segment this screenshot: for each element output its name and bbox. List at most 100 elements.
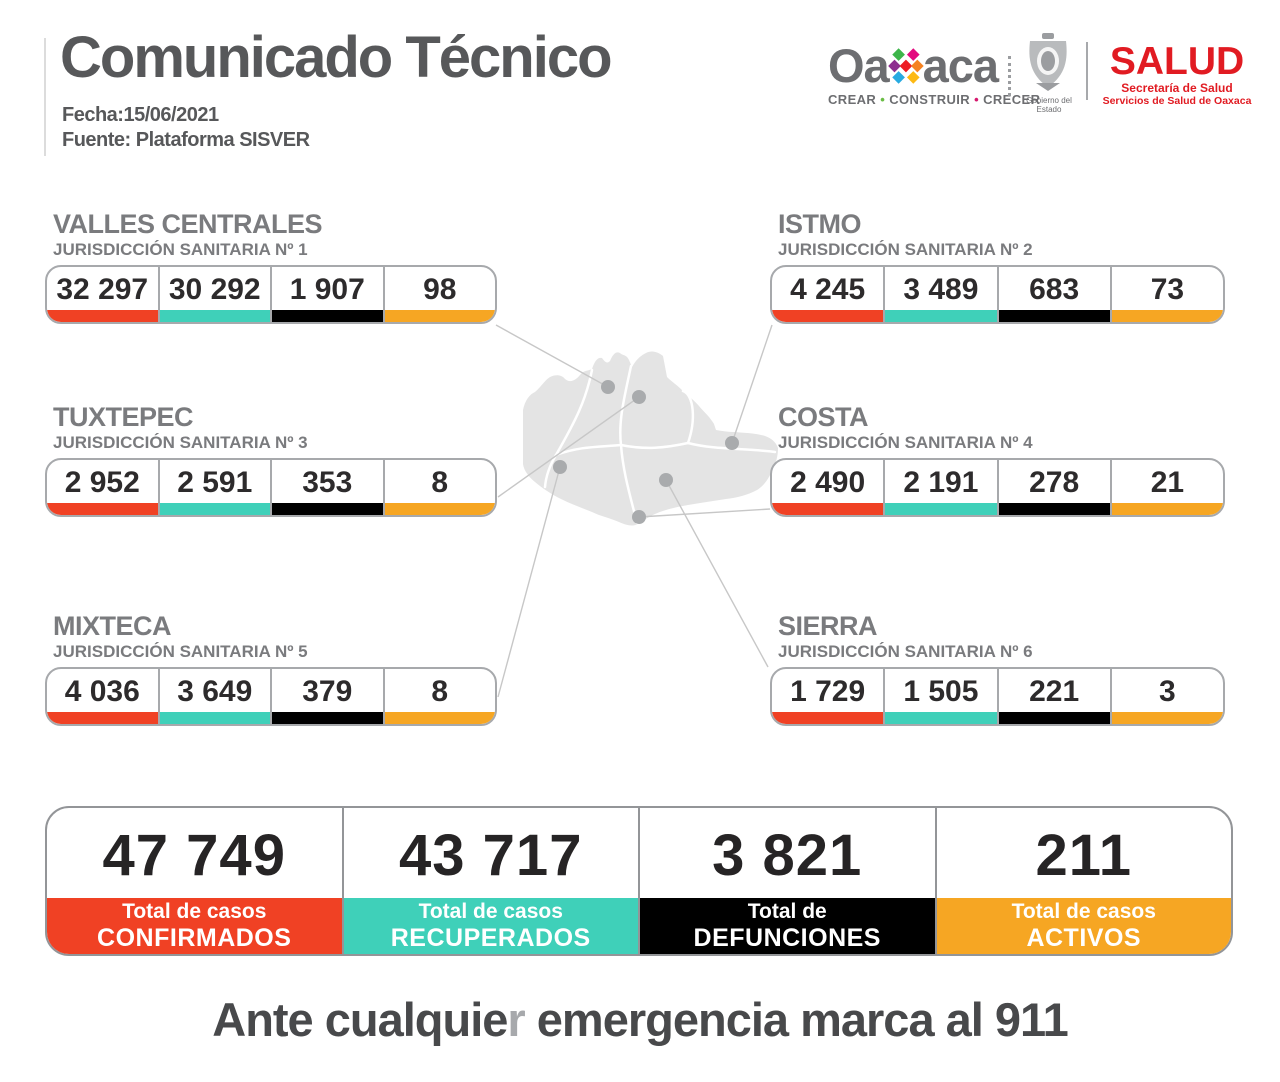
oaxaca-state-silhouette <box>523 351 778 526</box>
active-count: 8 <box>431 675 449 708</box>
recovered-count: 2 591 <box>177 466 253 499</box>
region-jurisdiction: JURISDICCIÓN SANITARIA Nº 6 <box>778 642 1033 661</box>
label-line1: Total de <box>747 900 827 923</box>
total-recovered-label: Total de casos RECUPERADOS <box>343 898 638 954</box>
active-count: 73 <box>1150 273 1185 306</box>
region-name: VALLES CENTRALES <box>53 209 323 239</box>
tagline-dot-green: • <box>880 92 886 107</box>
tagline-word: CRECER <box>983 92 1041 107</box>
deaths-cell: 379 <box>270 669 383 724</box>
region-tuxtepec: TUXTEPEC JURISDICCIÓN SANITARIA Nº 3 2 9… <box>45 403 497 517</box>
tagline-word: CREAR <box>828 92 877 107</box>
confirmed-count: 2 490 <box>790 466 866 499</box>
oaxaca-wordmark: Oa aca <box>828 39 999 92</box>
active-cell: 21 <box>1109 460 1223 515</box>
recovered-cell: 3 489 <box>883 267 997 322</box>
label-line2: CONFIRMADOS <box>97 924 292 952</box>
region-istmo: ISTMO JURISDICCIÓN SANITARIA Nº 2 4 245 … <box>770 210 1225 324</box>
oaxaca-logo: Oa aca CREAR • CONSTRUIR • CRECER <box>828 39 1040 108</box>
region-card: 1 729 1 505 221 3 <box>770 667 1225 726</box>
region-borders <box>543 364 777 525</box>
confirmed-cell: 4 036 <box>47 669 158 724</box>
oaxaca-word-start: Oa <box>828 39 890 92</box>
region-card: 2 490 2 191 278 21 <box>770 458 1225 517</box>
deaths-count: 221 <box>1029 675 1080 708</box>
total-active-label: Total de casos ACTIVOS <box>936 898 1231 954</box>
logo-dotted-separator <box>1008 56 1011 96</box>
region-card: 2 952 2 591 353 8 <box>45 458 497 517</box>
date-label: Fecha:15/06/2021 <box>62 104 219 126</box>
confirmed-strip <box>47 712 158 724</box>
deaths-cell: 1 907 <box>270 267 383 322</box>
deaths-strip <box>998 712 1110 724</box>
region-name: TUXTEPEC <box>53 402 194 432</box>
recovered-strip <box>159 310 270 322</box>
deaths-strip <box>272 310 383 322</box>
label-line1: Total de casos <box>1011 900 1156 923</box>
government-label: Gobierno del Estado <box>1026 96 1072 114</box>
oaxaca-x-icon <box>887 48 924 84</box>
emergency-text: Ante cualquie <box>212 993 508 1046</box>
deaths-strip <box>998 503 1110 515</box>
region-jurisdiction: JURISDICCIÓN SANITARIA Nº 4 <box>778 433 1033 452</box>
confirmed-count: 4 245 <box>790 273 866 306</box>
recovered-count: 2 191 <box>903 466 979 499</box>
salud-sub1: Secretaría de Salud <box>1121 81 1233 95</box>
label-line2: DEFUNCIONES <box>693 924 881 952</box>
region-jurisdiction: JURISDICCIÓN SANITARIA Nº 5 <box>53 642 308 661</box>
region-dots <box>553 380 739 524</box>
confirmed-count: 4 036 <box>64 675 140 708</box>
recovered-strip <box>885 310 997 322</box>
recovered-cell: 3 649 <box>157 669 270 724</box>
active-count: 98 <box>423 273 457 306</box>
region-jurisdiction: JURISDICCIÓN SANITARIA Nº 2 <box>778 240 1033 259</box>
total-recovered-value: 43 717 <box>399 823 583 888</box>
active-strip <box>384 503 495 515</box>
emergency-text: emergencia marca al 911 <box>524 993 1069 1046</box>
header-accent-line <box>44 38 46 156</box>
tagline-word: CONSTRUIR <box>889 92 971 107</box>
salud-sub2: Servicios de Salud de Oaxaca <box>1102 95 1252 107</box>
deaths-cell: 278 <box>996 460 1110 515</box>
recovered-strip <box>159 712 270 724</box>
logo-divider <box>1086 42 1088 100</box>
page-title: Comunicado Técnico <box>60 25 613 90</box>
deaths-count: 1 907 <box>289 273 365 306</box>
region-name: COSTA <box>778 402 869 432</box>
deaths-count: 379 <box>302 675 353 708</box>
recovered-count: 1 505 <box>903 675 979 708</box>
active-strip <box>1111 310 1223 322</box>
confirmed-cell: 32 297 <box>47 267 158 322</box>
region-card: 4 245 3 489 683 73 <box>770 265 1225 324</box>
emergency-text-light: r <box>507 993 525 1046</box>
active-strip <box>384 310 495 322</box>
recovered-count: 30 292 <box>168 273 261 306</box>
active-cell: 3 <box>1109 669 1223 724</box>
oaxaca-word-end: aca <box>922 39 999 92</box>
region-jurisdiction: JURISDICCIÓN SANITARIA Nº 1 <box>53 240 308 259</box>
region-card: 4 036 3 649 379 8 <box>45 667 497 726</box>
total-deaths-cell: 3 821 Total de DEFUNCIONES <box>638 808 935 954</box>
active-strip <box>1111 712 1223 724</box>
deaths-strip <box>272 503 383 515</box>
deaths-strip <box>998 310 1110 322</box>
total-confirmed-value: 47 749 <box>102 823 286 888</box>
confirmed-cell: 4 245 <box>772 267 884 322</box>
total-recovered-cell: 43 717 Total de casos RECUPERADOS <box>341 808 638 954</box>
active-count: 8 <box>431 466 449 499</box>
oaxaca-tagline: CREAR • CONSTRUIR • CRECER <box>828 92 1040 107</box>
active-cell: 98 <box>382 267 495 322</box>
total-confirmed-cell: 47 749 Total de casos CONFIRMADOS <box>47 808 342 954</box>
recovered-cell: 30 292 <box>157 267 270 322</box>
emergency-message: Ante cualquier emergencia marca al 911 <box>0 992 1280 1047</box>
confirmed-strip <box>772 712 884 724</box>
total-active-cell: 211 Total de casos ACTIVOS <box>934 808 1231 954</box>
region-name: MIXTECA <box>53 611 172 641</box>
total-confirmed-label: Total de casos CONFIRMADOS <box>47 898 342 954</box>
active-strip <box>384 712 495 724</box>
confirmed-strip <box>772 310 884 322</box>
confirmed-cell: 2 952 <box>47 460 158 515</box>
region-name: ISTMO <box>778 209 862 239</box>
label-line2: RECUPERADOS <box>390 924 591 952</box>
region-card: 32 297 30 292 1 907 98 <box>45 265 497 324</box>
